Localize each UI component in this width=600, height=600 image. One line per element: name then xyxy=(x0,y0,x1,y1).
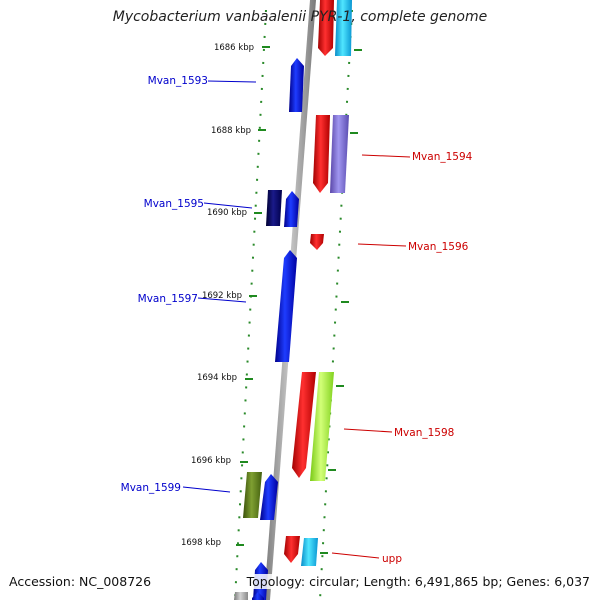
gene-label-right: Mvan_1594 xyxy=(412,151,473,163)
gene-arrow-purple xyxy=(330,115,349,193)
gene-label-right: Mvan_1596 xyxy=(408,241,469,253)
gene-arrow-blue xyxy=(252,592,264,600)
gene-label-left: Mvan_1595 xyxy=(144,198,204,210)
ruler-labels: 1686 kbp 1688 kbp 1690 kbp 1692 kbp 1694… xyxy=(181,43,254,548)
leader-line xyxy=(197,297,247,303)
gene-arrow-red xyxy=(284,536,300,563)
gene-arrow-blue xyxy=(260,474,278,520)
leader-line xyxy=(182,486,231,493)
gene-features xyxy=(234,0,352,600)
leader-lines xyxy=(182,80,411,559)
gene-labels: Mvan_1593 Mvan_1595 Mvan_1597 Mvan_1599 … xyxy=(121,75,473,565)
gene-label-left: Mvan_1593 xyxy=(148,75,208,87)
gene-arrow-blue xyxy=(275,250,297,362)
genome-summary: Topology: circular; Length: 6,491,865 bp… xyxy=(246,574,590,589)
ruler-label: 1698 kbp xyxy=(181,538,221,548)
ruler-ticks xyxy=(236,46,362,554)
ruler-label: 1692 kbp xyxy=(202,291,242,301)
gene-label-right: upp xyxy=(382,553,402,565)
ruler-label: 1686 kbp xyxy=(214,43,254,53)
inner-right-track xyxy=(319,9,353,600)
gene-arrow-red xyxy=(318,0,334,56)
ruler-label: 1688 kbp xyxy=(211,126,251,136)
leader-line xyxy=(207,80,257,83)
gene-arrow-red xyxy=(292,372,316,478)
gene-arrow-red xyxy=(310,234,324,250)
gene-arrow-lime xyxy=(310,372,334,481)
gene-label-right: Mvan_1598 xyxy=(394,427,454,439)
gene-arrow-blue xyxy=(289,58,304,112)
gene-label-left: Mvan_1599 xyxy=(121,482,181,494)
map-title: Mycobacterium vanbaalenii PYR-1, complet… xyxy=(112,9,488,25)
gene-arrow-navy xyxy=(266,190,282,226)
ruler-label: 1694 kbp xyxy=(197,373,237,383)
leader-line xyxy=(357,243,407,247)
accession-label: Accession: NC_008726 xyxy=(9,574,152,589)
gene-arrow-red xyxy=(313,115,330,193)
gene-label-left: Mvan_1597 xyxy=(138,293,198,305)
ruler-label: 1696 kbp xyxy=(191,456,231,466)
gene-arrow-grey xyxy=(234,592,248,600)
gene-arrow-olive xyxy=(243,472,262,518)
leader-line xyxy=(343,428,393,433)
leader-line xyxy=(203,202,253,209)
leader-line xyxy=(361,154,411,158)
gene-arrow-cyan xyxy=(301,538,318,566)
gene-arrow-cyan xyxy=(335,0,352,56)
gene-arrow-blue xyxy=(284,191,299,227)
leader-line xyxy=(331,552,380,559)
ruler-label: 1690 kbp xyxy=(207,208,247,218)
